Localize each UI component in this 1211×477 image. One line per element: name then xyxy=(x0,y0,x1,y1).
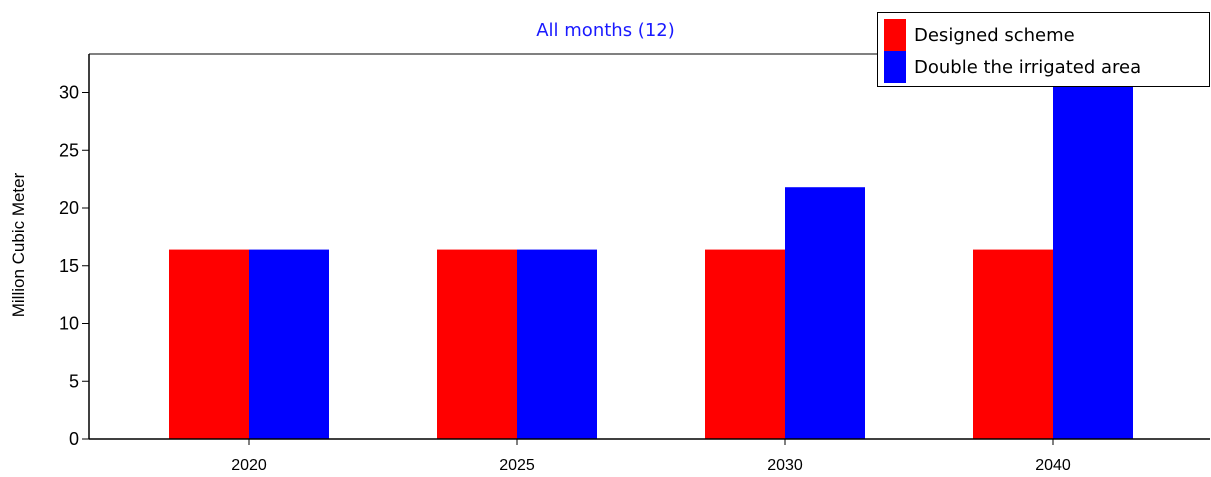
y-axis: 0 5 10 15 20 25 30 xyxy=(59,83,89,449)
legend-swatch-red xyxy=(884,19,906,51)
x-tick-label: 2020 xyxy=(231,457,267,474)
x-tick-label: 2030 xyxy=(767,457,803,474)
legend-item-designed-scheme: Designed scheme xyxy=(884,19,1075,51)
bar-double-irrigated-2020 xyxy=(249,249,329,439)
bar-double-irrigated-2025 xyxy=(517,249,597,439)
legend-label: Double the irrigated area xyxy=(914,56,1142,78)
y-tick-label: 20 xyxy=(59,198,79,218)
y-tick-label: 30 xyxy=(59,83,79,103)
x-tick-label: 2040 xyxy=(1035,457,1071,474)
legend-item-double-irrigated-area: Double the irrigated area xyxy=(884,51,1141,83)
chart-subtitle: All months (12) xyxy=(536,20,675,41)
y-tick-label: 15 xyxy=(59,256,79,276)
bar-designed-scheme-2025 xyxy=(437,249,517,439)
bar-designed-scheme-2030 xyxy=(705,249,785,439)
legend-label: Designed scheme xyxy=(914,24,1075,46)
y-tick-label: 10 xyxy=(59,314,79,334)
y-tick-label: 0 xyxy=(69,429,79,449)
x-tick-label: 2025 xyxy=(499,457,535,474)
bar-designed-scheme-2040 xyxy=(973,249,1053,439)
legend: Designed scheme Double the irrigated are… xyxy=(877,12,1210,87)
x-axis: 2020 2025 2030 2040 xyxy=(231,439,1071,474)
bars xyxy=(169,60,1133,439)
y-tick-label: 5 xyxy=(69,371,79,391)
bar-double-irrigated-2030 xyxy=(785,187,865,439)
legend-swatch-blue xyxy=(884,51,906,83)
y-axis-label: Million Cubic Meter xyxy=(9,172,28,317)
y-tick-label: 25 xyxy=(59,140,79,160)
bar-double-irrigated-2040 xyxy=(1053,60,1133,439)
bar-designed-scheme-2020 xyxy=(169,249,249,439)
